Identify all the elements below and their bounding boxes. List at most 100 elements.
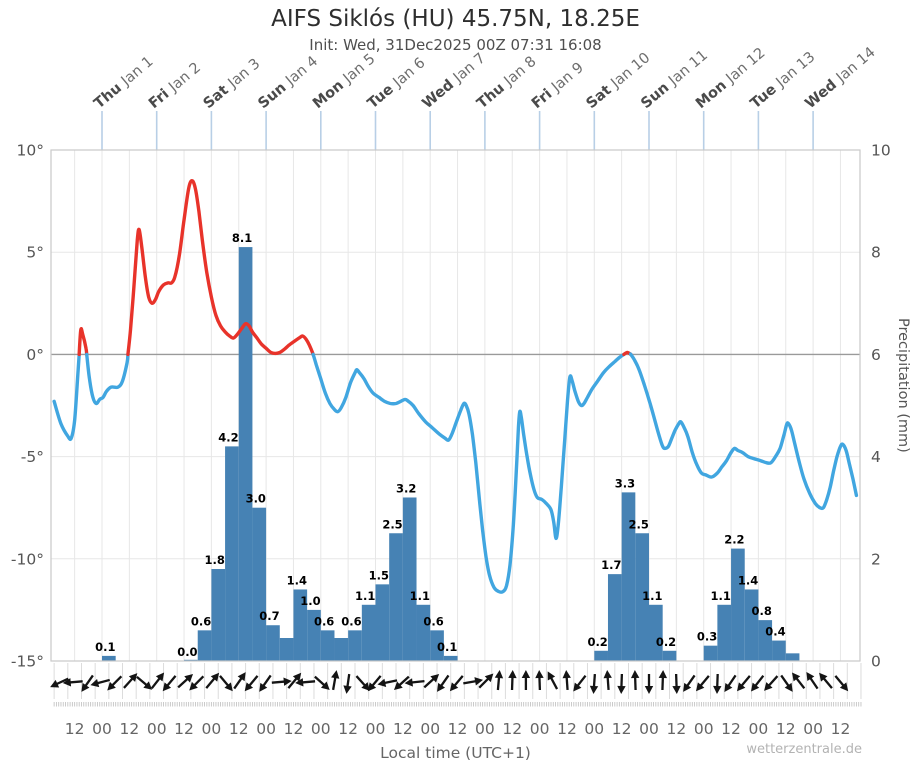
bar-value-label: 0.6 (341, 614, 361, 628)
day-label: Thu Jan 1 (91, 54, 156, 112)
precip-bar (225, 446, 239, 661)
wind-arrow-icon (219, 675, 233, 692)
bar-value-label: 1.1 (410, 589, 430, 603)
wind-arrow-icon (377, 678, 398, 687)
wind-arrow-icon (617, 673, 626, 694)
hour-tick-label: 00 (366, 720, 386, 738)
precip-bar (443, 655, 458, 661)
wind-arrow-icon (736, 675, 751, 692)
precip-bar (744, 589, 759, 661)
wind-arrow-icon (355, 675, 370, 691)
wind-arrow-icon (494, 670, 504, 691)
wind-arrow-icon (162, 675, 177, 692)
bar-value-label: 0.4 (765, 625, 785, 639)
temperature-line-above-zero (77, 326, 89, 357)
bar-value-label: 1.1 (642, 589, 662, 603)
wind-arrow-icon (423, 673, 440, 689)
wind-arrow-icon (547, 671, 559, 690)
hour-tick-label: 12 (612, 720, 632, 738)
temperature-line-below-zero (628, 352, 859, 511)
precip-bar (211, 569, 226, 661)
wind-arrow-icon (233, 672, 246, 690)
precip-bar (279, 638, 294, 661)
watermark: wetterzentrale.de (746, 742, 862, 757)
bar-value-label: 2.2 (724, 533, 744, 547)
hour-tick-label: 00 (749, 720, 769, 738)
bar-value-label: 1.7 (601, 558, 621, 572)
wind-arrow-icon (449, 675, 464, 692)
hour-tick-label: 00 (311, 720, 331, 738)
bar-value-label: 0.1 (95, 640, 115, 654)
right-axis-tick-label: 2 (871, 550, 881, 568)
day-label: Fri Jan 9 (529, 60, 587, 112)
left-axis-tick-label: -15° (11, 653, 44, 671)
hour-tick-label: 00 (92, 720, 112, 738)
precip-bar (266, 625, 280, 661)
bar-value-label: 1.8 (205, 553, 225, 567)
wind-arrow-icon (367, 675, 382, 692)
wind-arrow-icon (713, 673, 722, 694)
hour-tick-label: 00 (147, 720, 167, 738)
day-label: Fri Jan 2 (146, 60, 204, 112)
right-axis-tick-label: 10 (871, 142, 891, 160)
wind-arrow-icon (630, 670, 640, 691)
hour-tick-label: 12 (338, 720, 358, 738)
chart-title: AIFS Siklós (HU) 45.75N, 18.25E (271, 6, 640, 32)
precip-bar (293, 589, 308, 661)
wind-arrow-icon (521, 670, 531, 690)
right-axis-tick-label: 4 (871, 448, 881, 466)
precip-bar (430, 630, 444, 661)
wind-arrow-icon (393, 675, 410, 691)
hour-tick-label: 12 (721, 720, 741, 738)
precip-bar (307, 609, 321, 661)
bar-value-label: 3.3 (615, 476, 635, 490)
plot-frame (50, 149, 861, 662)
wind-arrow-icon (177, 673, 194, 689)
precip-bar (348, 630, 362, 661)
bar-value-label: 3.2 (396, 481, 416, 495)
x-axis-title: Local time (UTC+1) (380, 744, 531, 762)
wind-arrow-icon (404, 678, 425, 687)
wind-arrow-icon (764, 675, 779, 691)
right-axis-tick-label: 6 (871, 346, 881, 364)
wind-arrow-icon (562, 670, 571, 691)
precip-bar (320, 630, 335, 661)
temperature-line-below-zero (52, 352, 81, 442)
wind-arrow-icon (780, 674, 793, 692)
chart-subtitle: Init: Wed, 31Dec2025 00Z 07:31 16:08 (309, 36, 602, 54)
bar-value-label: 0.6 (314, 614, 334, 628)
bar-value-label: 0.6 (423, 614, 443, 628)
right-axis-title: Precipitation (mm) (895, 318, 911, 453)
hour-tick-label: 00 (584, 720, 604, 738)
hour-tick-label: 12 (174, 720, 194, 738)
wind-arrow-icon (478, 673, 494, 689)
precip-bar (662, 650, 677, 661)
left-axis-tick-label: -10° (11, 550, 44, 568)
hour-tick-label: 12 (776, 720, 796, 738)
wind-arrow-icon (589, 673, 599, 694)
wind-arrow-icon (724, 674, 737, 692)
wind-arrow-icon (90, 678, 111, 688)
bar-value-label: 4.2 (218, 430, 238, 444)
hour-tick-label: 12 (393, 720, 413, 738)
wind-arrow-icon (287, 672, 302, 689)
temperature-line-below-zero (311, 352, 626, 594)
wind-arrow-icon (508, 670, 517, 691)
wind-arrow-icon (259, 674, 272, 692)
bar-value-label: 0.0 (177, 645, 197, 659)
bar-value-label: 1.1 (711, 589, 731, 603)
hour-tick-label: 00 (475, 720, 495, 738)
hour-tick-label: 12 (502, 720, 522, 738)
bar-value-label: 2.5 (382, 517, 402, 531)
wind-arrow-icon (81, 674, 94, 692)
day-label: Wed Jan 14 (802, 44, 878, 112)
left-axis-tick-label: -5° (21, 448, 44, 466)
hour-tick-label: 00 (803, 720, 823, 738)
precip-bar (334, 638, 349, 661)
hour-tick-label: 12 (666, 720, 686, 738)
precip-bar (102, 655, 116, 661)
wind-arrow-icon (295, 678, 316, 687)
wind-arrow-icon (463, 677, 484, 686)
precip-bar (416, 604, 431, 661)
